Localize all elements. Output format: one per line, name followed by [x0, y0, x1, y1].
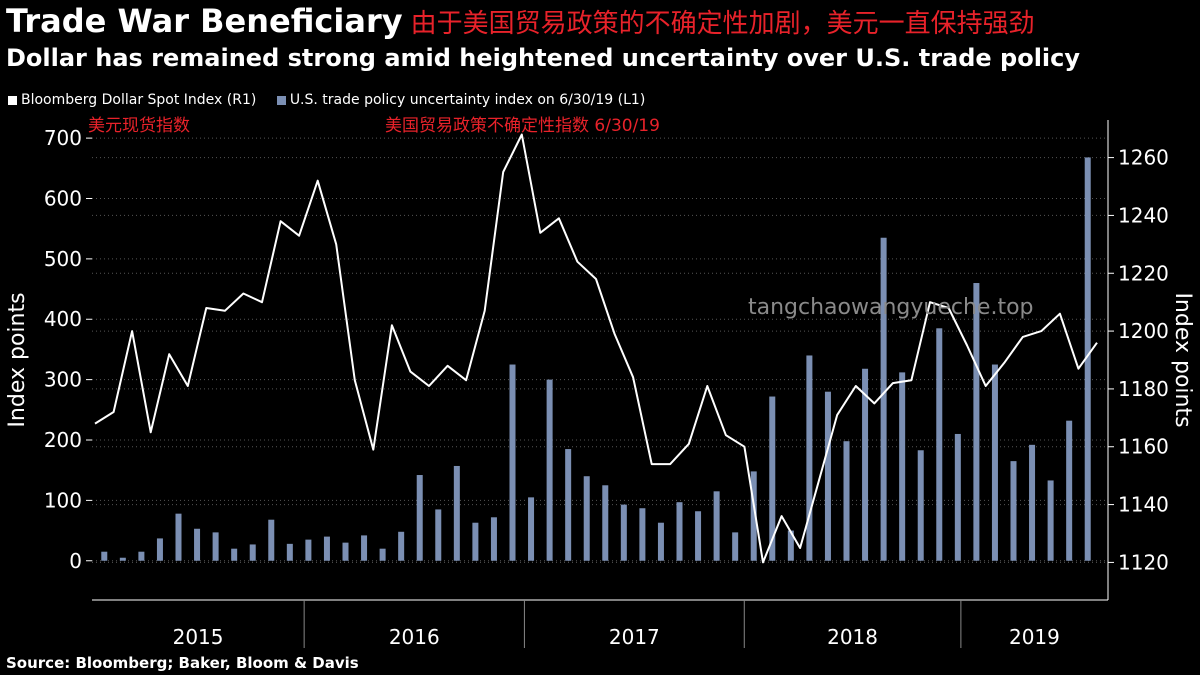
bar — [342, 542, 349, 561]
bar — [119, 557, 126, 561]
bar — [379, 548, 386, 561]
left-tick-label: 200 — [44, 428, 82, 452]
bar — [954, 433, 961, 561]
bar — [806, 355, 813, 561]
bar — [1066, 420, 1073, 561]
legend-item-bars: U.S. trade policy uncertainty index on 6… — [276, 92, 646, 108]
legend-label-bars: U.S. trade policy uncertainty index on 6… — [289, 92, 646, 108]
bar — [676, 502, 683, 561]
left-axis-title: Index points — [5, 292, 30, 427]
bar — [546, 379, 553, 561]
bar — [509, 364, 516, 561]
left-tick-label: 700 — [44, 126, 82, 150]
bar — [880, 237, 887, 561]
bar — [398, 531, 405, 561]
right-tick-label: 1260 — [1118, 146, 1169, 170]
bar — [565, 449, 572, 561]
bar — [639, 508, 646, 561]
bar — [268, 519, 275, 561]
bar — [249, 544, 256, 561]
bar — [862, 368, 869, 561]
chart-subtitle: Dollar has remained strong amid heighten… — [6, 44, 1081, 72]
left-tick-label: 100 — [44, 488, 82, 512]
bar — [936, 328, 943, 561]
bar — [101, 551, 108, 561]
right-tick-label: 1160 — [1118, 435, 1169, 459]
bar — [824, 391, 831, 561]
watermark: tangchaowangyueche.top — [748, 295, 1034, 320]
bar — [175, 513, 182, 561]
chart-title: Trade War Beneficiary — [6, 2, 403, 40]
bar — [416, 475, 423, 561]
bar — [323, 536, 330, 561]
bar — [1029, 444, 1036, 561]
left-tick-label: 300 — [44, 368, 82, 392]
bar — [657, 522, 664, 561]
legend-item-line: Bloomberg Dollar Spot Index (R1) — [8, 92, 256, 108]
bar — [843, 441, 850, 561]
bar — [453, 465, 460, 561]
bar — [1047, 480, 1054, 561]
right-tick-label: 1240 — [1118, 203, 1169, 227]
right-tick-label: 1180 — [1118, 377, 1169, 401]
annotation-bar-cn: 美国贸易政策不确定性指数 6/30/19 — [385, 116, 660, 136]
bar — [750, 471, 757, 561]
bar — [583, 476, 590, 561]
bar — [899, 372, 906, 561]
left-tick-label: 600 — [44, 186, 82, 210]
bar — [695, 511, 702, 561]
bar — [973, 283, 980, 561]
bar — [732, 532, 739, 561]
right-tick-label: 1220 — [1118, 261, 1169, 285]
x-tick-label: 2015 — [173, 625, 224, 649]
right-tick-label: 1140 — [1118, 493, 1169, 517]
dollar-index-line — [94, 133, 1098, 564]
bar — [305, 539, 312, 561]
bar — [787, 530, 794, 561]
bar — [602, 485, 609, 561]
x-tick-label: 2018 — [827, 625, 878, 649]
legend-swatch-line — [8, 95, 17, 105]
right-tick-label: 1120 — [1118, 550, 1169, 574]
bar — [212, 532, 219, 561]
bar — [769, 396, 776, 561]
left-tick-label: 500 — [44, 247, 82, 271]
annotation-line-cn: 美元现货指数 — [88, 116, 190, 136]
bar — [713, 491, 720, 561]
bar — [231, 548, 238, 561]
bar — [1010, 461, 1017, 561]
bar — [1084, 157, 1091, 561]
right-tick-label: 1200 — [1118, 319, 1169, 343]
bar — [286, 543, 293, 561]
bar — [361, 535, 368, 561]
bar — [991, 364, 998, 561]
left-tick-label: 0 — [69, 549, 82, 573]
bar — [435, 509, 442, 561]
left-tick-label: 400 — [44, 307, 82, 331]
chart-title-cn: 由于美国贸易政策的不确定性加剧，美元一直保持强劲 — [410, 8, 1035, 39]
bar — [194, 528, 201, 561]
right-axis-title: Index points — [1170, 292, 1195, 427]
bar — [620, 504, 627, 561]
title-row: Trade War Beneficiary 由于美国贸易政策的不确定性加剧，美元一… — [6, 2, 1035, 46]
legend-swatch-bars — [276, 95, 286, 105]
x-tick-label: 2019 — [1009, 625, 1060, 649]
bar — [138, 551, 145, 561]
legend-label-line: Bloomberg Dollar Spot Index (R1) — [21, 92, 257, 108]
source-note: Source: Bloomberg; Baker, Bloom & Davis — [6, 654, 359, 672]
bar — [917, 450, 924, 561]
x-tick-label: 2017 — [609, 625, 660, 649]
x-tick-label: 2016 — [389, 625, 440, 649]
bar — [472, 522, 479, 561]
legend: Bloomberg Dollar Spot Index (R1) U.S. tr… — [8, 92, 661, 108]
bar — [528, 497, 535, 561]
bar — [490, 517, 497, 561]
bar — [156, 538, 163, 561]
